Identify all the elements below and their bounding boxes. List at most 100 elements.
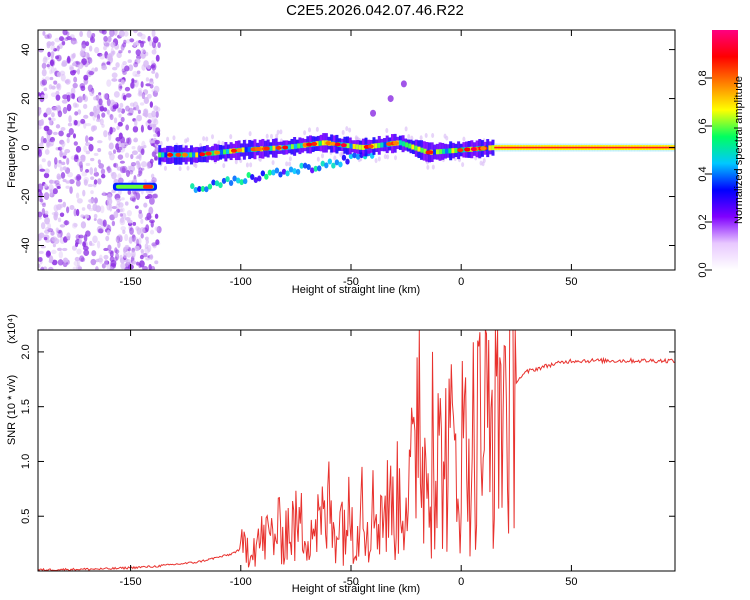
noise-speckle <box>143 202 148 208</box>
noise-speckle <box>98 98 103 106</box>
noise-speckle <box>115 235 121 244</box>
noise-speckle <box>56 45 60 52</box>
noise-speckle <box>58 250 63 259</box>
noise-speckle <box>49 59 55 66</box>
y-tick-label: -40 <box>20 238 32 254</box>
noise-speckle <box>108 250 114 255</box>
noise-speckle <box>137 32 143 37</box>
main-tone-core <box>439 149 443 155</box>
noise-speckle <box>112 66 118 71</box>
noise-speckle <box>46 251 51 257</box>
noise-speckle <box>69 186 73 194</box>
main-tone-core <box>442 148 446 154</box>
main-tone-blob <box>282 145 289 150</box>
secondary-tone-mark <box>331 162 336 169</box>
noise-speckle <box>75 208 80 217</box>
faint-speckle <box>404 126 408 132</box>
noise-speckle <box>69 34 75 39</box>
noise-speckle <box>154 226 160 231</box>
noise-speckle <box>132 79 138 83</box>
noise-speckle <box>79 164 84 173</box>
noise-speckle <box>141 48 146 54</box>
noise-speckle <box>73 76 78 83</box>
noise-speckle <box>115 136 121 142</box>
noise-speckle <box>150 265 156 270</box>
noise-speckle <box>111 171 117 180</box>
main-tone-core <box>229 148 233 154</box>
noise-speckle <box>138 260 145 268</box>
noise-speckle <box>75 145 82 153</box>
noise-speckle <box>95 118 101 123</box>
noise-speckle <box>129 81 136 89</box>
noise-speckle <box>145 77 150 82</box>
noise-speckle <box>80 155 86 163</box>
main-tone-core <box>448 148 452 154</box>
noise-speckle <box>88 45 93 52</box>
faint-speckle <box>192 161 196 167</box>
noise-speckle <box>74 242 79 247</box>
noise-speckle <box>139 40 145 48</box>
y-tick-label: -20 <box>20 189 32 205</box>
main-tone-core <box>272 145 276 151</box>
colorbar-tick-label: 0.8 <box>697 70 709 85</box>
noise-speckle <box>117 147 123 151</box>
noise-speckle <box>123 251 128 259</box>
noise-speckle <box>153 157 159 161</box>
secondary-tone-mark <box>306 163 311 170</box>
noise-speckle <box>119 213 123 217</box>
x-tick-label: -150 <box>120 276 142 288</box>
noise-speckle <box>61 161 66 166</box>
faint-speckle <box>275 133 279 139</box>
noise-speckle <box>153 37 158 44</box>
faint-speckle <box>202 136 206 142</box>
noise-speckle <box>49 58 56 67</box>
noise-speckle <box>144 243 149 250</box>
main-tone-blob <box>464 147 471 152</box>
secondary-tone-mark <box>260 170 266 177</box>
noise-speckle <box>42 202 46 208</box>
noise-speckle <box>154 260 159 265</box>
secondary-tone-mark <box>218 182 223 189</box>
secondary-tone-mark <box>320 160 325 167</box>
x-tick-label: -100 <box>230 276 252 288</box>
noise-speckle <box>119 254 123 261</box>
noise-speckle <box>85 168 90 173</box>
noise-speckle <box>120 226 127 231</box>
noise-speckle <box>103 247 109 252</box>
noise-speckle <box>150 173 155 179</box>
noise-speckle <box>51 112 55 118</box>
main-tone-blob <box>386 142 393 147</box>
noise-speckle <box>60 203 64 208</box>
noise-speckle <box>106 79 112 87</box>
noise-speckle <box>85 122 92 127</box>
noise-speckle <box>148 263 152 270</box>
noise-speckle <box>48 255 54 263</box>
early-burst-core <box>143 184 154 189</box>
faint-speckle <box>229 134 233 140</box>
noise-speckle <box>44 148 50 155</box>
noise-speckle <box>134 245 140 252</box>
noise-speckle <box>128 107 134 116</box>
noise-speckle <box>62 151 68 156</box>
noise-speckle <box>157 42 161 49</box>
faint-speckle <box>345 126 349 132</box>
noise-speckle <box>146 212 152 221</box>
noise-speckle <box>82 245 89 251</box>
noise-speckle <box>131 150 138 156</box>
main-tone-blob <box>325 141 332 146</box>
noise-speckle <box>84 51 89 58</box>
noise-speckle <box>129 102 135 107</box>
noise-speckle <box>72 266 79 270</box>
secondary-tone-mark <box>352 152 357 159</box>
main-tone-core <box>405 142 409 148</box>
spectrogram-y-ticks: -40 -20 0 20 40 <box>20 43 675 253</box>
colorbar-label: Normalized spectral amplitude <box>733 76 745 224</box>
noise-speckle <box>75 175 79 181</box>
noise-speckle <box>148 206 154 215</box>
noise-speckle <box>139 227 145 234</box>
noise-speckle <box>95 108 101 115</box>
noise-speckle <box>91 250 97 257</box>
secondary-tone-mark <box>239 179 244 186</box>
noise-speckle <box>67 171 74 178</box>
noise-speckle <box>109 214 115 221</box>
